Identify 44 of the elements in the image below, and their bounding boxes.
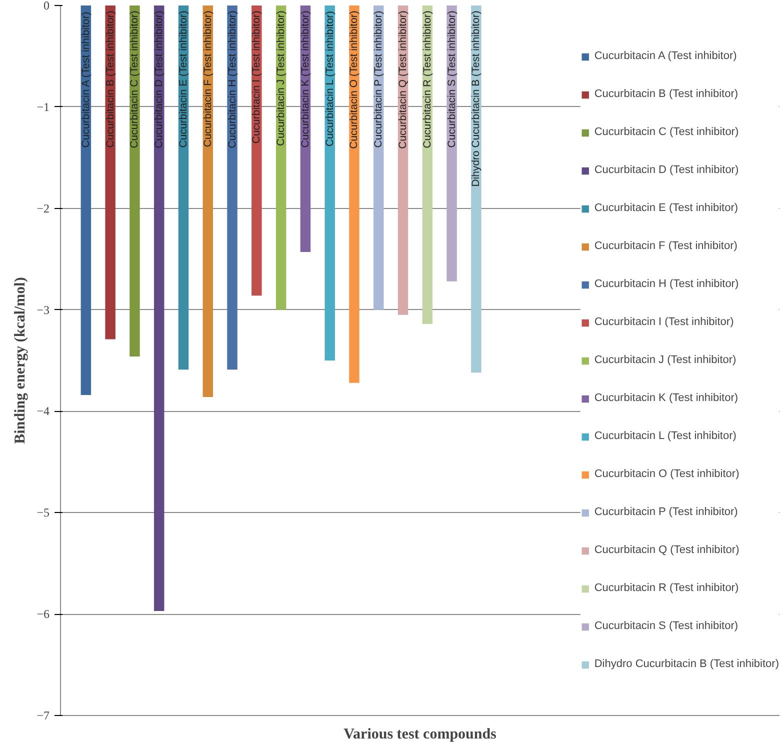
text: Cucurbitacin P (Test inhibitor) <box>372 10 385 148</box>
text: Cucurbitacin B (Test inhibitor) <box>104 10 116 148</box>
text: Cucurbitacin J (Test inhibitor) <box>275 10 288 146</box>
y-tick-label: −7 <box>36 708 50 722</box>
y-tick-label: −3 <box>36 302 50 317</box>
text: Dihydro Cucurbitacin B (Test inhibitor) <box>470 10 482 187</box>
y-tick-label: −2 <box>36 201 50 216</box>
legend-label: Cucurbitacin F (Test inhibitor) <box>594 240 738 252</box>
text: Cucurbitacin I (Test inhibitor) <box>250 10 263 144</box>
y-axis-title: Binding energy (kcal/mol) <box>12 277 29 444</box>
legend-label: Cucurbitacin O (Test inhibitor) <box>594 468 740 480</box>
text: Cucurbitacin E (Test inhibitor) <box>177 10 190 148</box>
legend-label: Cucurbitacin C (Test inhibitor) <box>594 126 739 138</box>
text: Cucurbitacin S (Test inhibitor) <box>446 10 458 148</box>
text: Cucurbitacin C (Test inhibitor) <box>128 10 141 148</box>
text: Cucurbitacin O (Test inhibitor) <box>348 10 360 149</box>
text: Cucurbitacin F (Test inhibitor) <box>202 10 214 148</box>
y-tick-label: −5 <box>36 506 50 520</box>
text: Cucurbitacin L (Test inhibitor) <box>324 10 336 147</box>
text: Cucurbitacin K (Test inhibitor) <box>299 10 312 148</box>
legend-label: Cucurbitacin K (Test inhibitor) <box>594 392 738 404</box>
text: Cucurbitacin Q (Test inhibitor) <box>397 10 410 149</box>
legend-label: Cucurbitacin J (Test inhibitor) <box>594 354 736 366</box>
legend-label: Cucurbitacin P (Test inhibitor) <box>594 506 738 518</box>
y-tick-label: 0 <box>44 0 50 12</box>
legend-label: Cucurbitacin L (Test inhibitor) <box>594 430 736 442</box>
x-axis-title: Various test compounds <box>344 726 497 742</box>
legend-label: Dihydro Cucurbitacin B (Test inhibitor) <box>594 658 779 670</box>
text: Cucurbitacin R (Test inhibitor) <box>421 10 434 148</box>
legend-label: Cucurbitacin D (Test inhibitor) <box>594 164 739 176</box>
legend-label: Cucurbitacin I (Test inhibitor) <box>594 316 734 328</box>
text: Cucurbitacin D (Test inhibitor) <box>153 10 166 148</box>
text: Cucurbitacin A (Test inhibitor) <box>80 12 92 148</box>
legend-label: Cucurbitacin S (Test inhibitor) <box>594 620 738 632</box>
y-tick-label: −1 <box>36 100 50 114</box>
legend-label: Cucurbitacin E (Test inhibitor) <box>594 202 738 214</box>
y-tick-label: −6 <box>36 607 50 622</box>
legend-label: Cucurbitacin R (Test inhibitor) <box>594 582 739 594</box>
legend-label: Cucurbitacin H (Test inhibitor) <box>594 278 739 290</box>
legend-label: Cucurbitacin A (Test inhibitor) <box>594 50 737 62</box>
legend-label: Cucurbitacin B (Test inhibitor) <box>594 88 738 100</box>
text: Cucurbitacin H (Test inhibitor) <box>226 10 238 148</box>
y-tick-label: −4 <box>36 404 50 418</box>
legend-label: Cucurbitacin Q (Test inhibitor) <box>594 544 740 556</box>
